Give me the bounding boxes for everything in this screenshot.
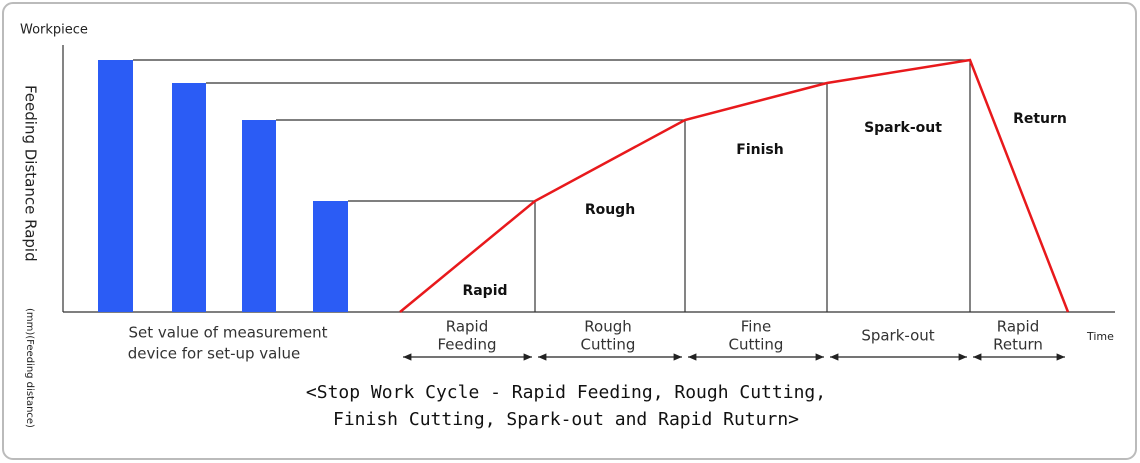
region-label: Finish <box>736 142 783 158</box>
region-label: Return <box>1013 111 1067 127</box>
bar <box>242 120 276 312</box>
setup-note: device for set-up value <box>128 345 301 363</box>
phase-label: Feeding <box>438 336 497 354</box>
phase-label: Return <box>993 336 1043 354</box>
caption: Finish Cutting, Spark-out and Rapid Rutu… <box>333 409 799 430</box>
y-axis-label: Feeding Distance Rapid <box>22 85 40 262</box>
phase-label: Cutting <box>729 336 784 354</box>
phase-label: Cutting <box>581 336 636 354</box>
setup-note: Set value of measurement <box>128 324 327 342</box>
phase-label: Rough <box>584 318 631 336</box>
caption: <Stop Work Cycle - Rapid Feeding, Rough … <box>306 382 826 403</box>
cycle-path <box>399 58 1070 313</box>
time-label: Time <box>1086 330 1114 343</box>
bar <box>172 83 206 312</box>
bar <box>313 201 348 312</box>
workpiece-label: Workpiece <box>20 23 88 38</box>
phase-label: Spark-out <box>861 327 934 345</box>
region-label: Rough <box>585 202 635 218</box>
phase-label: Rapid <box>446 318 489 336</box>
region-label: Spark-out <box>864 120 942 136</box>
phase-label: Fine <box>741 318 771 336</box>
bar <box>98 60 133 312</box>
y-axis-unit: (mm)(Feeding distance) <box>24 308 35 428</box>
region-label: Rapid <box>462 283 507 299</box>
phase-label: Rapid <box>997 318 1040 336</box>
